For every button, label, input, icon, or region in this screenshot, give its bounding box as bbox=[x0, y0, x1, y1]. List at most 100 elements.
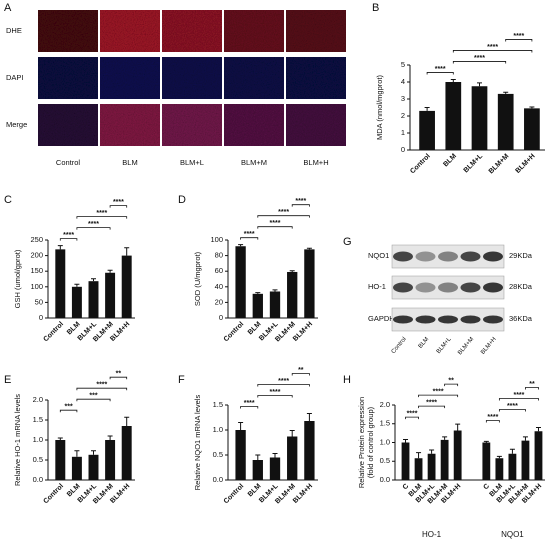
significance-bracket bbox=[291, 373, 310, 376]
bar bbox=[414, 458, 423, 480]
band bbox=[415, 282, 436, 293]
y-tick-label: 150 bbox=[30, 266, 43, 275]
panel-label: E bbox=[4, 374, 11, 386]
significance-label: **** bbox=[507, 403, 518, 410]
y-tick-label: 0.0 bbox=[213, 475, 223, 484]
error-bar bbox=[509, 448, 515, 454]
y-tick-label: 100 bbox=[30, 282, 43, 291]
bar bbox=[55, 440, 66, 480]
y-tick-label: 1.0 bbox=[213, 425, 223, 434]
error-bar bbox=[74, 283, 80, 287]
significance-label: ** bbox=[448, 377, 454, 384]
y-tick-label: 0.0 bbox=[33, 475, 43, 484]
bar bbox=[269, 291, 281, 318]
bar bbox=[471, 86, 488, 150]
significance-label: **** bbox=[270, 389, 281, 396]
error-bar bbox=[483, 440, 489, 443]
error-bar bbox=[107, 269, 113, 273]
significance-bracket bbox=[498, 398, 539, 401]
band bbox=[483, 251, 503, 262]
significance-bracket bbox=[257, 384, 310, 387]
error-bar bbox=[429, 449, 435, 454]
group-label: NQO1 bbox=[501, 530, 524, 539]
y-tick-label: 4 bbox=[401, 77, 405, 86]
error-bar bbox=[455, 423, 461, 431]
panel-label: C bbox=[4, 194, 12, 206]
column-label: Control bbox=[56, 158, 81, 167]
significance-bracket bbox=[76, 387, 128, 391]
bar bbox=[497, 93, 514, 150]
column-label: BLM+L bbox=[180, 158, 204, 167]
error-bar bbox=[450, 78, 456, 82]
y-tick-label: 40 bbox=[215, 282, 223, 291]
band bbox=[483, 282, 503, 293]
error-bar bbox=[272, 453, 278, 458]
significance-label: **** bbox=[96, 382, 107, 389]
bar bbox=[235, 430, 246, 480]
bar bbox=[105, 440, 116, 480]
y-tick-label: 2 bbox=[401, 111, 405, 120]
bar bbox=[401, 442, 410, 480]
significance-label: **** bbox=[513, 392, 524, 399]
x-tick-label: Control bbox=[409, 153, 432, 176]
lane-label: Control bbox=[391, 336, 408, 355]
y-tick-label: 100 bbox=[210, 235, 223, 244]
error-bar bbox=[535, 427, 541, 432]
bar bbox=[495, 458, 504, 480]
significance-label: **** bbox=[88, 221, 99, 228]
x-tick-label: BLM+L bbox=[463, 152, 485, 174]
micrograph bbox=[38, 57, 98, 99]
error-bar bbox=[255, 292, 261, 294]
y-tick-label: 1.0 bbox=[33, 435, 43, 444]
significance-label: ** bbox=[298, 367, 304, 374]
error-bar bbox=[306, 413, 312, 421]
significance-label: **** bbox=[244, 231, 255, 238]
band bbox=[415, 251, 436, 262]
y-axis-label: GSH (umol/gprot) bbox=[13, 249, 22, 308]
panel-label: H bbox=[343, 374, 351, 386]
x-tick-label: C bbox=[402, 483, 411, 492]
significance-bracket bbox=[240, 406, 259, 409]
y-tick-label: 1 bbox=[401, 128, 405, 137]
significance-label: *** bbox=[89, 393, 97, 400]
bar bbox=[508, 453, 517, 480]
band-size: 28KDa bbox=[509, 282, 533, 291]
significance-bracket bbox=[452, 50, 533, 53]
panel-label: F bbox=[178, 374, 185, 386]
panel-label: D bbox=[178, 194, 186, 206]
bar bbox=[304, 421, 315, 480]
significance-label: **** bbox=[433, 388, 444, 395]
error-bar bbox=[91, 278, 96, 282]
band-size: 29KDa bbox=[509, 251, 533, 260]
bar bbox=[235, 246, 246, 318]
significance-label: **** bbox=[407, 410, 418, 417]
column-label: BLM+H bbox=[303, 158, 328, 167]
bar bbox=[269, 457, 281, 480]
significance-bracket bbox=[76, 227, 111, 230]
significance-label: **** bbox=[474, 55, 485, 62]
bar bbox=[419, 110, 435, 150]
y-tick-label: 250 bbox=[30, 235, 43, 244]
bar bbox=[304, 249, 315, 318]
significance-bracket bbox=[59, 238, 78, 241]
significance-bracket bbox=[452, 61, 507, 64]
bar bbox=[105, 272, 116, 318]
error-bar bbox=[442, 436, 448, 440]
bar bbox=[252, 460, 263, 480]
error-bar bbox=[238, 422, 244, 430]
y-tick-label: 200 bbox=[30, 251, 43, 260]
bar bbox=[88, 281, 99, 318]
lane-label: BLM bbox=[418, 336, 431, 349]
band-size: 36KDa bbox=[509, 314, 533, 323]
significance-bracket bbox=[405, 416, 419, 420]
significance-bracket bbox=[418, 394, 459, 398]
y-tick-label: 2.0 bbox=[33, 395, 43, 404]
significance-label: **** bbox=[278, 209, 289, 216]
bar bbox=[482, 442, 491, 480]
y-axis-label: MDA (nmol/mgprot) bbox=[375, 74, 384, 140]
bar bbox=[71, 456, 82, 480]
micrograph bbox=[162, 10, 222, 52]
column-label: BLM bbox=[122, 158, 137, 167]
band bbox=[460, 315, 481, 324]
significance-bracket bbox=[505, 39, 533, 42]
